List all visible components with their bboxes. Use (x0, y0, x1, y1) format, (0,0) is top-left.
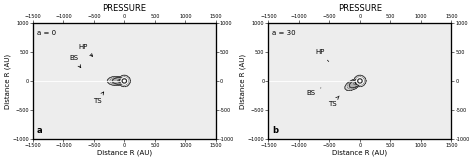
Text: a = 30: a = 30 (272, 30, 296, 36)
X-axis label: Distance R (AU): Distance R (AU) (97, 149, 152, 156)
Text: BS: BS (69, 55, 81, 68)
Circle shape (122, 79, 127, 83)
Text: TS: TS (328, 96, 339, 107)
Title: PRESSURE: PRESSURE (338, 4, 382, 13)
X-axis label: Distance R (AU): Distance R (AU) (332, 149, 388, 156)
Y-axis label: Distance R (AU): Distance R (AU) (4, 53, 11, 108)
Circle shape (359, 80, 361, 82)
Text: HP: HP (79, 44, 92, 56)
Circle shape (356, 78, 363, 84)
Text: TS: TS (92, 92, 104, 104)
Y-axis label: Distance R (AU): Distance R (AU) (240, 53, 246, 108)
Text: HP: HP (315, 49, 329, 62)
Circle shape (121, 78, 128, 84)
Text: a: a (36, 126, 42, 135)
Circle shape (358, 79, 362, 83)
Text: BS: BS (306, 88, 321, 96)
Text: b: b (272, 126, 278, 135)
Title: PRESSURE: PRESSURE (102, 4, 146, 13)
Circle shape (123, 80, 125, 82)
Text: a = 0: a = 0 (36, 30, 55, 36)
